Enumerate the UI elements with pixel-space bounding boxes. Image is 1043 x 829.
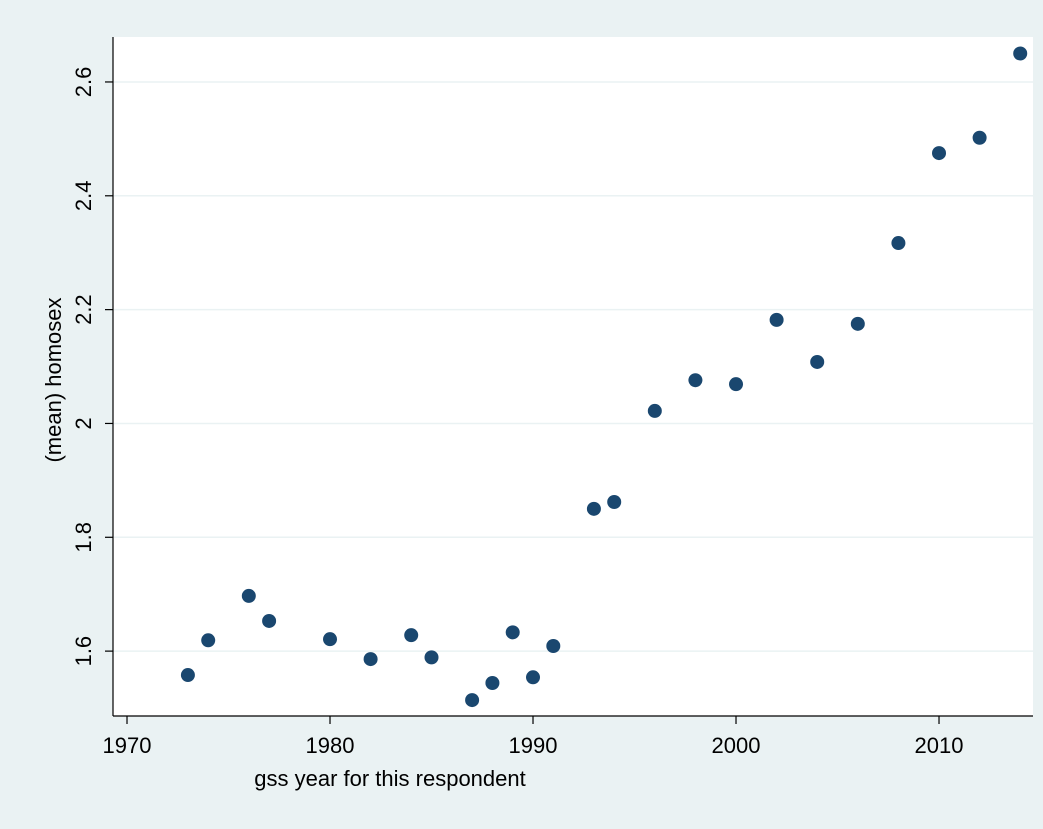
point [891, 236, 906, 251]
point [586, 501, 601, 516]
plot-area [113, 37, 1033, 716]
point [729, 377, 744, 392]
point [850, 316, 865, 331]
point [485, 675, 500, 690]
x-axis-title: gss year for this respondent [254, 766, 525, 791]
x-tick-label: 1990 [509, 733, 558, 758]
point [505, 625, 520, 640]
point [1013, 46, 1028, 61]
point [607, 494, 622, 509]
point [688, 373, 703, 388]
point [262, 613, 277, 628]
grid [113, 81, 1033, 652]
point [424, 650, 439, 665]
y-tick-label: 2.4 [71, 180, 96, 211]
x-tick-label: 1980 [306, 733, 355, 758]
point [323, 632, 338, 647]
y-axis-title: (mean) homosex [41, 297, 66, 462]
point [465, 693, 480, 708]
point [526, 670, 541, 685]
point [810, 354, 825, 369]
point [769, 312, 784, 327]
point [201, 633, 216, 648]
x-tick-label: 2010 [915, 733, 964, 758]
point [404, 628, 419, 643]
x-tick-label: 2000 [712, 733, 761, 758]
point [932, 146, 947, 161]
y-tick-label: 2.2 [71, 294, 96, 325]
point [647, 403, 662, 418]
point [180, 668, 195, 683]
point [363, 652, 378, 667]
y-tick-label: 2.6 [71, 67, 96, 98]
y-tick-label: 1.6 [71, 636, 96, 667]
y-tick-label: 1.8 [71, 522, 96, 553]
point [972, 130, 987, 145]
x-tick-label: 1970 [103, 733, 152, 758]
y-tick-label: 2 [71, 417, 96, 429]
point [546, 638, 561, 653]
point [241, 588, 256, 603]
